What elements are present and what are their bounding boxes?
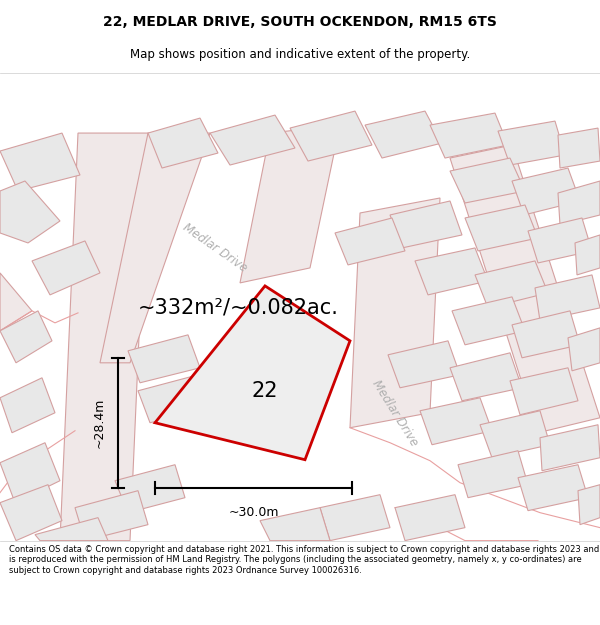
Polygon shape [0, 181, 60, 243]
Text: ~28.4m: ~28.4m [93, 398, 106, 448]
Polygon shape [32, 241, 100, 295]
Polygon shape [35, 518, 108, 541]
Polygon shape [415, 248, 488, 295]
Polygon shape [350, 198, 440, 428]
Polygon shape [512, 311, 580, 358]
Polygon shape [465, 205, 538, 251]
Text: 22: 22 [252, 381, 278, 401]
Polygon shape [210, 115, 295, 165]
Polygon shape [335, 218, 405, 265]
Polygon shape [452, 297, 525, 345]
Polygon shape [60, 133, 148, 541]
Polygon shape [568, 328, 600, 371]
Polygon shape [320, 494, 390, 541]
Polygon shape [450, 158, 525, 203]
Text: ~332m²/~0.082ac.: ~332m²/~0.082ac. [138, 298, 339, 318]
Polygon shape [75, 491, 148, 541]
Polygon shape [100, 133, 210, 363]
Text: Medlar Drive: Medlar Drive [370, 378, 421, 448]
Polygon shape [390, 201, 462, 248]
Polygon shape [0, 378, 55, 432]
Polygon shape [155, 286, 350, 460]
Polygon shape [148, 118, 218, 168]
Text: Map shows position and indicative extent of the property.: Map shows position and indicative extent… [130, 48, 470, 61]
Polygon shape [512, 168, 580, 215]
Polygon shape [388, 341, 460, 388]
Polygon shape [540, 425, 600, 471]
Polygon shape [0, 311, 52, 363]
Polygon shape [0, 133, 80, 191]
Text: Medlar Drive: Medlar Drive [181, 221, 250, 275]
Polygon shape [518, 465, 588, 511]
Polygon shape [475, 261, 548, 308]
Polygon shape [575, 235, 600, 275]
Text: Contains OS data © Crown copyright and database right 2021. This information is : Contains OS data © Crown copyright and d… [9, 545, 599, 574]
Polygon shape [450, 353, 522, 401]
Polygon shape [510, 368, 578, 415]
Polygon shape [498, 121, 565, 165]
Polygon shape [558, 128, 600, 168]
Polygon shape [290, 111, 372, 161]
Polygon shape [558, 181, 600, 225]
Polygon shape [365, 111, 442, 158]
Polygon shape [480, 411, 550, 458]
Text: ~30.0m: ~30.0m [228, 506, 279, 519]
Polygon shape [450, 145, 600, 432]
Polygon shape [528, 218, 592, 263]
Polygon shape [0, 442, 60, 503]
Polygon shape [458, 451, 528, 498]
Polygon shape [138, 375, 210, 423]
Polygon shape [0, 273, 32, 331]
Polygon shape [420, 398, 492, 445]
Polygon shape [430, 113, 508, 158]
Polygon shape [535, 275, 600, 321]
Polygon shape [240, 125, 340, 283]
Polygon shape [260, 508, 330, 541]
Polygon shape [0, 484, 62, 541]
Polygon shape [115, 465, 185, 512]
Polygon shape [128, 335, 200, 382]
Polygon shape [395, 494, 465, 541]
Polygon shape [578, 484, 600, 524]
Text: 22, MEDLAR DRIVE, SOUTH OCKENDON, RM15 6TS: 22, MEDLAR DRIVE, SOUTH OCKENDON, RM15 6… [103, 15, 497, 29]
